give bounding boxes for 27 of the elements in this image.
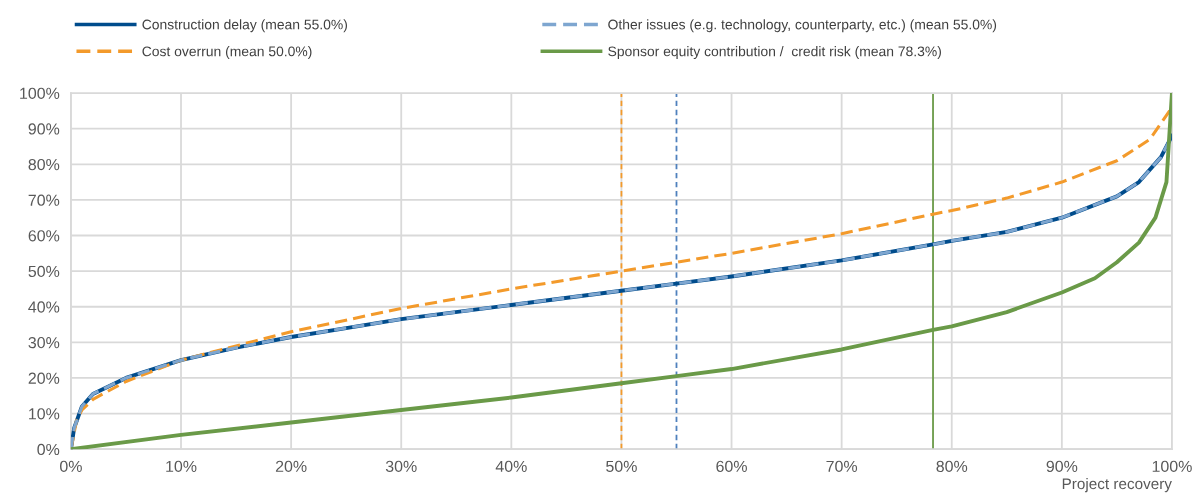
y-tick-label: 20% <box>28 372 60 384</box>
y-tick-label: 0% <box>37 443 60 456</box>
y-tick-label: 100% <box>20 87 60 99</box>
x-axis-title: Project recovery <box>1062 477 1172 493</box>
y-tick-label: 90% <box>28 123 60 135</box>
y-tick-label: 50% <box>28 265 60 278</box>
y-tick-label: 10% <box>29 408 60 420</box>
x-tick-label: 70% <box>826 460 858 473</box>
legend-label: Sponsor equity contribution / credit risk (mean 78.3%) <box>608 46 941 60</box>
y-tick-label: 80% <box>28 158 60 171</box>
x-tick-label: 90% <box>1046 460 1078 473</box>
legend-label: Construction delay (mean 55.0%) <box>142 19 348 33</box>
x-tick-label: 80% <box>936 460 968 473</box>
y-tick-label: 30% <box>28 336 60 349</box>
y-tick-label: 60% <box>28 230 60 242</box>
x-tick-label: 60% <box>716 460 747 473</box>
x-tick-label: 0% <box>60 460 82 473</box>
x-tick-label: 100% <box>1152 460 1192 473</box>
y-tick-label: 40% <box>28 301 60 313</box>
x-tick-label: 40% <box>495 460 527 473</box>
x-tick-label: 10% <box>166 460 197 473</box>
x-tick-label: 30% <box>385 460 417 473</box>
legend-label: Cost overrun (mean 50.0%) <box>142 46 312 59</box>
x-tick-label: 50% <box>606 460 637 473</box>
x-tick-label: 20% <box>275 460 307 473</box>
y-tick-label: 70% <box>28 194 60 206</box>
legend-label: Other issues (e.g. technology, counterparty, etc.) (mean 55.0%) <box>608 19 997 33</box>
